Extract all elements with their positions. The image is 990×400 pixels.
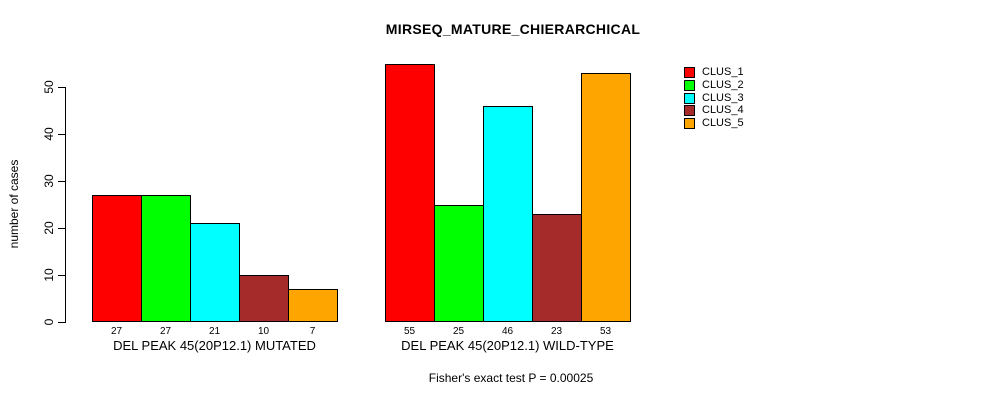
bar-clus_5-group1 (288, 289, 338, 322)
bar-value-label: 55 (403, 326, 416, 337)
legend-swatch-clus_5 (684, 118, 695, 129)
y-tick-mark (58, 322, 65, 323)
bar-clus_4-group1 (239, 275, 289, 322)
bar-clus_1-group1 (92, 195, 142, 322)
y-tick-label: 30 (42, 174, 56, 188)
y-tick-label: 50 (42, 80, 56, 94)
y-tick-mark (58, 275, 65, 276)
y-tick-label: 40 (42, 127, 56, 141)
legend-swatch-clus_1 (684, 67, 695, 78)
bar-value-label: 25 (452, 326, 465, 337)
chart-title: MIRSEQ_MATURE_CHIERARCHICAL (385, 21, 641, 37)
bar-clus_5-group2 (581, 72, 631, 322)
pvalue-caption: Fisher's exact test P = 0.00025 (428, 371, 594, 385)
y-tick-mark (58, 228, 65, 229)
y-tick-label: 10 (42, 268, 56, 282)
y-tick-mark (58, 87, 65, 88)
legend-entry-clus_1: CLUS_1 (684, 66, 744, 79)
legend-entry-clus_4: CLUS_4 (684, 104, 744, 117)
legend-label: CLUS_4 (702, 104, 744, 117)
bar-value-label: 21 (208, 326, 221, 337)
legend-label: CLUS_3 (702, 91, 744, 104)
bar-value-label: 7 (309, 326, 316, 337)
bar-clus_2-group2 (434, 204, 484, 322)
legend-label: CLUS_2 (702, 78, 744, 91)
y-tick-mark (58, 134, 65, 135)
bar-clus_3-group1 (190, 223, 240, 322)
y-axis-line (65, 87, 66, 323)
bar-value-label: 27 (110, 326, 123, 337)
legend-entry-clus_2: CLUS_2 (684, 79, 744, 92)
bar-clus_1-group2 (385, 63, 435, 322)
legend-entry-clus_5: CLUS_5 (684, 117, 744, 130)
bar-clus_4-group2 (532, 213, 582, 322)
bar-value-label: 10 (257, 326, 270, 337)
bar-value-label: 46 (501, 326, 514, 337)
y-tick-label: 0 (42, 318, 56, 326)
legend-label: CLUS_5 (702, 117, 744, 129)
y-tick-label: 20 (42, 221, 56, 235)
legend-swatch-clus_3 (684, 92, 695, 104)
legend-swatch-clus_4 (684, 105, 695, 117)
bar-value-label: 53 (599, 326, 612, 337)
bar-value-label: 27 (159, 326, 172, 337)
bar-value-label: 23 (550, 326, 563, 337)
bar-clus_2-group1 (141, 195, 191, 322)
x-group-label: DEL PEAK 45(20P12.1) WILD-TYPE (401, 338, 614, 353)
legend-entry-clus_3: CLUS_3 (684, 92, 744, 105)
legend-label: CLUS_1 (702, 66, 744, 78)
bar-clus_3-group2 (483, 105, 533, 322)
y-axis-title: number of cases (7, 159, 21, 249)
x-group-label: DEL PEAK 45(20P12.1) MUTATED (113, 338, 316, 353)
legend-swatch-clus_2 (684, 79, 695, 91)
y-tick-mark (58, 181, 65, 182)
